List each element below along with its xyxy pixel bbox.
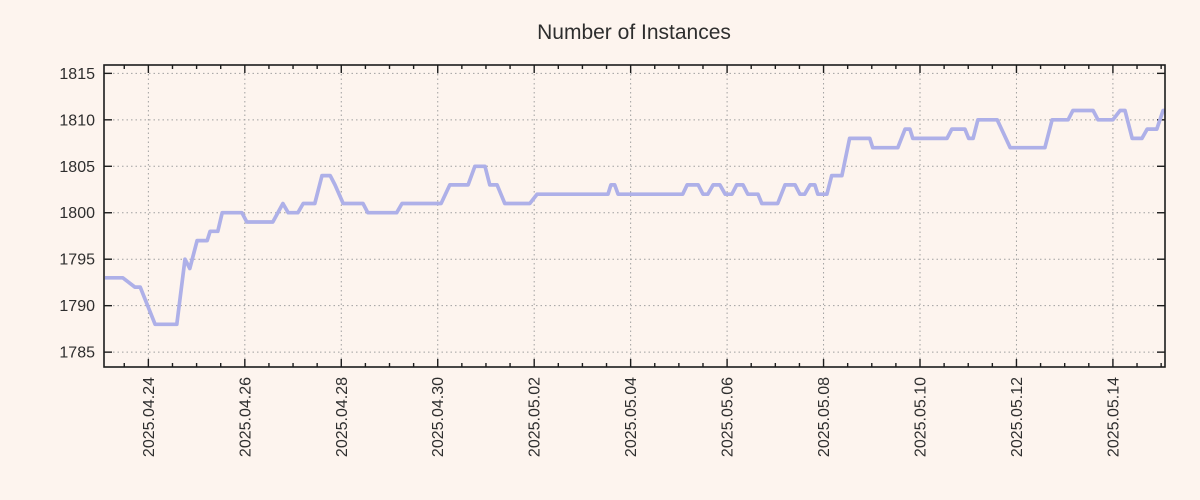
x-tick-label: 2025.04.30: [430, 377, 447, 457]
y-axis-labels: 1785 1790 1795 1800 1805 1810 1815: [59, 66, 95, 362]
y-tick-label: 1815: [59, 66, 95, 83]
y-tick-label: 1785: [59, 345, 95, 362]
x-tick-label: 2025.04.26: [237, 377, 254, 457]
x-tick-label: 2025.05.04: [623, 377, 640, 457]
x-tick-label: 2025.05.02: [527, 377, 544, 457]
x-tick-label: 2025.05.14: [1105, 377, 1122, 457]
x-tick-label: 2025.05.10: [913, 377, 930, 457]
y-tick-label: 1805: [59, 159, 95, 176]
chart-title: Number of Instances: [537, 21, 731, 44]
x-tick-label: 2025.04.28: [334, 377, 351, 457]
x-tick-label: 2025.05.12: [1009, 377, 1026, 457]
y-tick-label: 1790: [59, 298, 95, 315]
series-group: [105, 108, 1165, 327]
gridlines: [104, 65, 1165, 367]
plot-border: [103, 64, 1166, 368]
y-tick-label: 1800: [59, 205, 95, 222]
series-line: [105, 108, 1165, 327]
y-tick-label: 1795: [59, 252, 95, 269]
x-axis-labels: 2025.04.24 2025.04.26 2025.04.28 2025.04.30…: [141, 377, 1123, 457]
x-tick-label: 2025.05.08: [816, 377, 833, 457]
x-tick-label: 2025.05.06: [720, 377, 737, 457]
x-tick-label: 2025.04.24: [141, 377, 158, 457]
y-tick-label: 1810: [59, 112, 95, 129]
